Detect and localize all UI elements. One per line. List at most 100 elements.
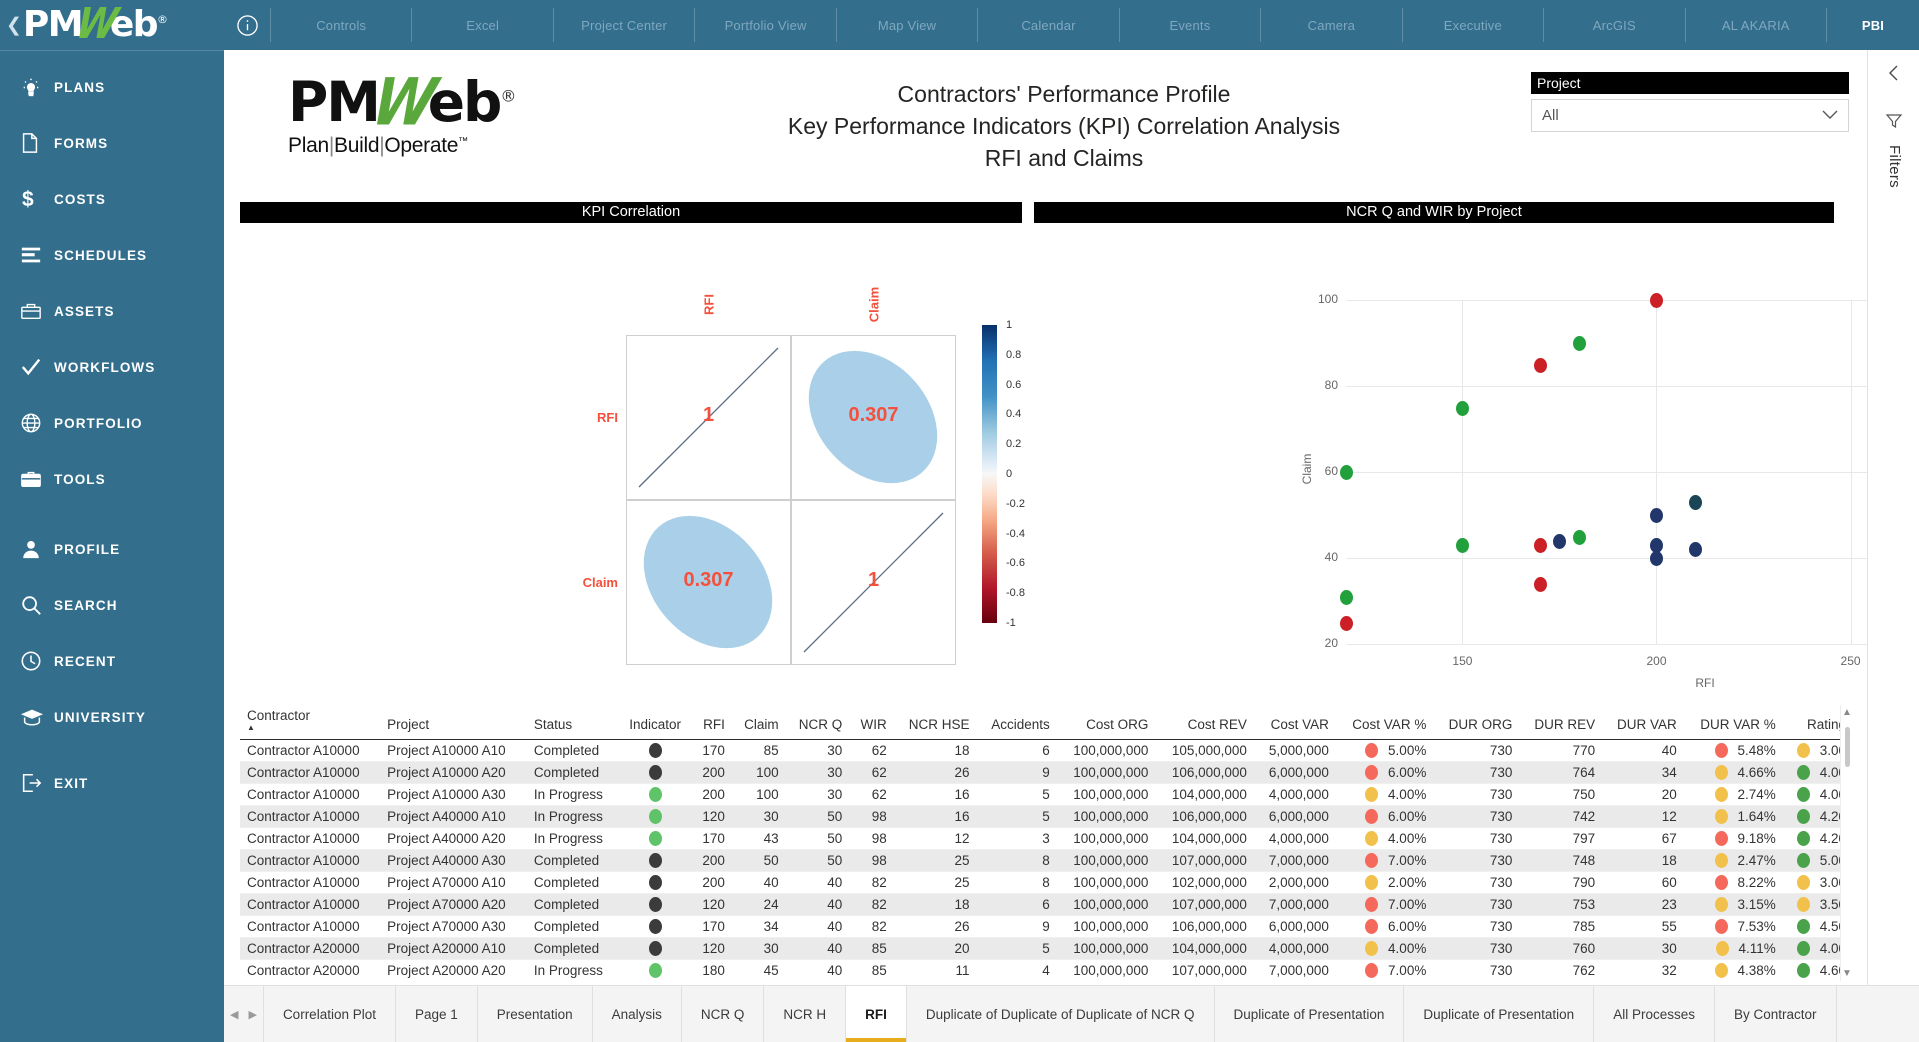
page-tab-by-contractor[interactable]: By Contractor bbox=[1713, 986, 1837, 1042]
corr-cell-0-0[interactable] bbox=[626, 335, 791, 500]
page-tab-correlation-plot[interactable]: Correlation Plot bbox=[262, 986, 395, 1042]
scatter-point[interactable] bbox=[1340, 589, 1353, 605]
table-header-accidents[interactable]: Accidents bbox=[976, 705, 1057, 740]
scroll-up-icon[interactable]: ▲ bbox=[1842, 707, 1852, 718]
table-header-ncr_q[interactable]: NCR Q bbox=[785, 705, 850, 740]
top-nav-item-project-center[interactable]: Project Center bbox=[581, 17, 668, 33]
sidebar-item-profile[interactable]: PROFILE bbox=[0, 521, 224, 577]
scatter-point[interactable] bbox=[1534, 538, 1548, 554]
table-header-wir[interactable]: WIR bbox=[849, 705, 894, 740]
page-tab-ncr-h[interactable]: NCR H bbox=[763, 986, 846, 1042]
table-header-cost_org[interactable]: Cost ORG bbox=[1056, 705, 1156, 740]
top-nav-item-events[interactable]: Events bbox=[1169, 17, 1211, 33]
top-nav-item-al-akaria[interactable]: AL AKARIA bbox=[1721, 17, 1790, 33]
page-tab-ncr-q[interactable]: NCR Q bbox=[680, 986, 764, 1042]
table-row[interactable]: Contractor A10000 Project A40000 A20 In Pr… bbox=[240, 827, 1853, 850]
sidebar-item-portfolio[interactable]: PORTFOLIO bbox=[0, 395, 224, 451]
table-header-dur_var_pct[interactable]: DUR VAR % bbox=[1683, 705, 1783, 740]
table-header-cost_var_pct[interactable]: Cost VAR % bbox=[1335, 705, 1434, 740]
table-header-dur_rev[interactable]: DUR REV bbox=[1519, 705, 1603, 740]
table-row[interactable]: Contractor A10000 Project A10000 A20 Compl… bbox=[240, 761, 1853, 784]
sidebar-item-search[interactable]: SEARCH bbox=[0, 577, 224, 633]
slicer-dropdown[interactable]: All bbox=[1531, 99, 1849, 132]
sidebar-item-forms[interactable]: FORMS bbox=[0, 115, 224, 171]
top-nav-item-map-view[interactable]: Map View bbox=[877, 17, 937, 33]
scatter-point[interactable] bbox=[1340, 615, 1353, 631]
table-header-claim[interactable]: Claim bbox=[731, 705, 786, 740]
table-header-ncr_hse[interactable]: NCR HSE bbox=[893, 705, 977, 740]
table-header-status[interactable]: Status bbox=[526, 705, 619, 740]
brand-logo[interactable]: ❮ PMWeb® bbox=[0, 0, 224, 50]
info-circle-icon[interactable] bbox=[224, 14, 270, 37]
table-header-dur_var[interactable]: DUR VAR bbox=[1602, 705, 1684, 740]
page-tab-duplicate-of-presentation[interactable]: Duplicate of Presentation bbox=[1403, 986, 1594, 1042]
page-tab-presentation[interactable]: Presentation bbox=[476, 986, 592, 1042]
sidebar-item-plans[interactable]: PLANS bbox=[0, 59, 224, 115]
sort-asc-icon[interactable]: ▲ bbox=[247, 723, 255, 732]
top-nav-item-excel[interactable]: Excel bbox=[466, 17, 500, 33]
top-nav-item-controls[interactable]: Controls bbox=[316, 17, 367, 33]
scatter-point[interactable] bbox=[1534, 357, 1548, 373]
filters-collapse-icon[interactable] bbox=[1868, 64, 1919, 86]
page-tab-duplicate-of-presentation[interactable]: Duplicate of Presentation bbox=[1213, 986, 1404, 1042]
table-header-indicator[interactable]: Indicator bbox=[618, 705, 692, 740]
table-header-project[interactable]: Project bbox=[380, 705, 527, 740]
sidebar-item-university[interactable]: UNIVERSITY bbox=[0, 689, 224, 745]
table-header-cost_var[interactable]: Cost VAR bbox=[1253, 705, 1336, 740]
table-header-cost_rev[interactable]: Cost REV bbox=[1155, 705, 1254, 740]
scrollbar-thumb[interactable] bbox=[1845, 727, 1850, 767]
scatter-point[interactable] bbox=[1650, 293, 1664, 308]
table-row[interactable]: Contractor A10000 Project A40000 A10 In Pr… bbox=[240, 805, 1853, 828]
sidebar-item-costs[interactable]: $ COSTS bbox=[0, 171, 224, 227]
table-row[interactable]: Contractor A20000 Project A20000 A10 Compl… bbox=[240, 937, 1853, 960]
scatter-point[interactable] bbox=[1456, 400, 1470, 416]
page-tab-analysis[interactable]: Analysis bbox=[591, 986, 681, 1042]
scatter-point[interactable] bbox=[1456, 538, 1470, 554]
scatter-point[interactable] bbox=[1534, 576, 1548, 592]
sidebar-item-schedules[interactable]: SCHEDULES bbox=[0, 227, 224, 283]
sidebar-collapse-icon[interactable]: ❮ bbox=[6, 14, 22, 36]
page-tab-rfi[interactable]: RFI bbox=[845, 986, 906, 1042]
top-nav-item-pbi[interactable]: PBI bbox=[1861, 17, 1885, 33]
scatter-point[interactable] bbox=[1689, 542, 1703, 558]
sidebar-item-assets[interactable]: ASSETS bbox=[0, 283, 224, 339]
correlation-matrix-chart[interactable]: RFI Claim RFI Claim 1 0.307 0.307 1 1 0.8 0.6 0.4 0.… bbox=[481, 285, 1181, 685]
table-row[interactable]: Contractor A10000 Project A70000 A10 Compl… bbox=[240, 871, 1853, 894]
table-header-rfi[interactable]: RFI bbox=[691, 705, 732, 740]
corr-cell-0-1[interactable] bbox=[791, 335, 956, 500]
triangle-left-icon[interactable]: ◀ bbox=[230, 1008, 239, 1021]
sidebar-item-exit[interactable]: EXIT bbox=[0, 755, 224, 811]
page-tab-all-processes[interactable]: All Processes bbox=[1593, 986, 1714, 1042]
corr-cell-1-1[interactable] bbox=[791, 500, 956, 665]
scroll-down-icon[interactable]: ▼ bbox=[1842, 968, 1852, 979]
table-row[interactable]: Contractor A10000 Project A40000 A30 Compl… bbox=[240, 849, 1853, 872]
table-row[interactable]: Contractor A20000 Project A20000 A20 In Pr… bbox=[240, 959, 1853, 981]
sidebar-item-tools[interactable]: TOOLS bbox=[0, 451, 224, 507]
filter-icon[interactable] bbox=[1868, 112, 1919, 135]
chevron-down-icon[interactable] bbox=[1822, 109, 1838, 123]
scatter-point[interactable] bbox=[1340, 465, 1353, 480]
scatter-point[interactable] bbox=[1689, 495, 1703, 511]
table-row[interactable]: Contractor A10000 Project A10000 A10 Compl… bbox=[240, 739, 1853, 762]
top-nav-item-portfolio-view[interactable]: Portfolio View bbox=[724, 17, 807, 33]
top-nav-item-calendar[interactable]: Calendar bbox=[1021, 17, 1076, 33]
sidebar-item-workflows[interactable]: WORKFLOWS bbox=[0, 339, 224, 395]
table-scrollbar[interactable]: ▲ ▼ bbox=[1840, 705, 1853, 981]
triangle-right-icon[interactable]: ▶ bbox=[248, 1008, 257, 1021]
sidebar-item-recent[interactable]: RECENT bbox=[0, 633, 224, 689]
page-tab-page-1[interactable]: Page 1 bbox=[394, 986, 477, 1042]
table-header-dur_org[interactable]: DUR ORG bbox=[1433, 705, 1520, 740]
scatter-point[interactable] bbox=[1572, 336, 1586, 351]
table-row[interactable]: Contractor A10000 Project A10000 A30 In Pr… bbox=[240, 783, 1853, 806]
scatter-point[interactable] bbox=[1650, 538, 1664, 554]
top-nav-item-arcgis[interactable]: ArcGIS bbox=[1592, 17, 1636, 33]
table-header-contractor[interactable]: Contractor ▲ bbox=[240, 705, 381, 740]
top-nav-item-executive[interactable]: Executive bbox=[1443, 17, 1502, 33]
page-tab-duplicate-of-duplicate-of-duplicate-of-ncr-q[interactable]: Duplicate of Duplicate of Duplicate of N… bbox=[905, 986, 1214, 1042]
top-nav-item-camera[interactable]: Camera bbox=[1307, 17, 1356, 33]
corr-cell-1-0[interactable] bbox=[626, 500, 791, 665]
scatter-chart[interactable]: 20406080100150200250300RFIClaim bbox=[1284, 282, 1867, 702]
scatter-point[interactable] bbox=[1650, 551, 1664, 566]
scatter-point[interactable] bbox=[1572, 529, 1586, 545]
table-row[interactable]: Contractor A10000 Project A70000 A30 Compl… bbox=[240, 915, 1853, 938]
